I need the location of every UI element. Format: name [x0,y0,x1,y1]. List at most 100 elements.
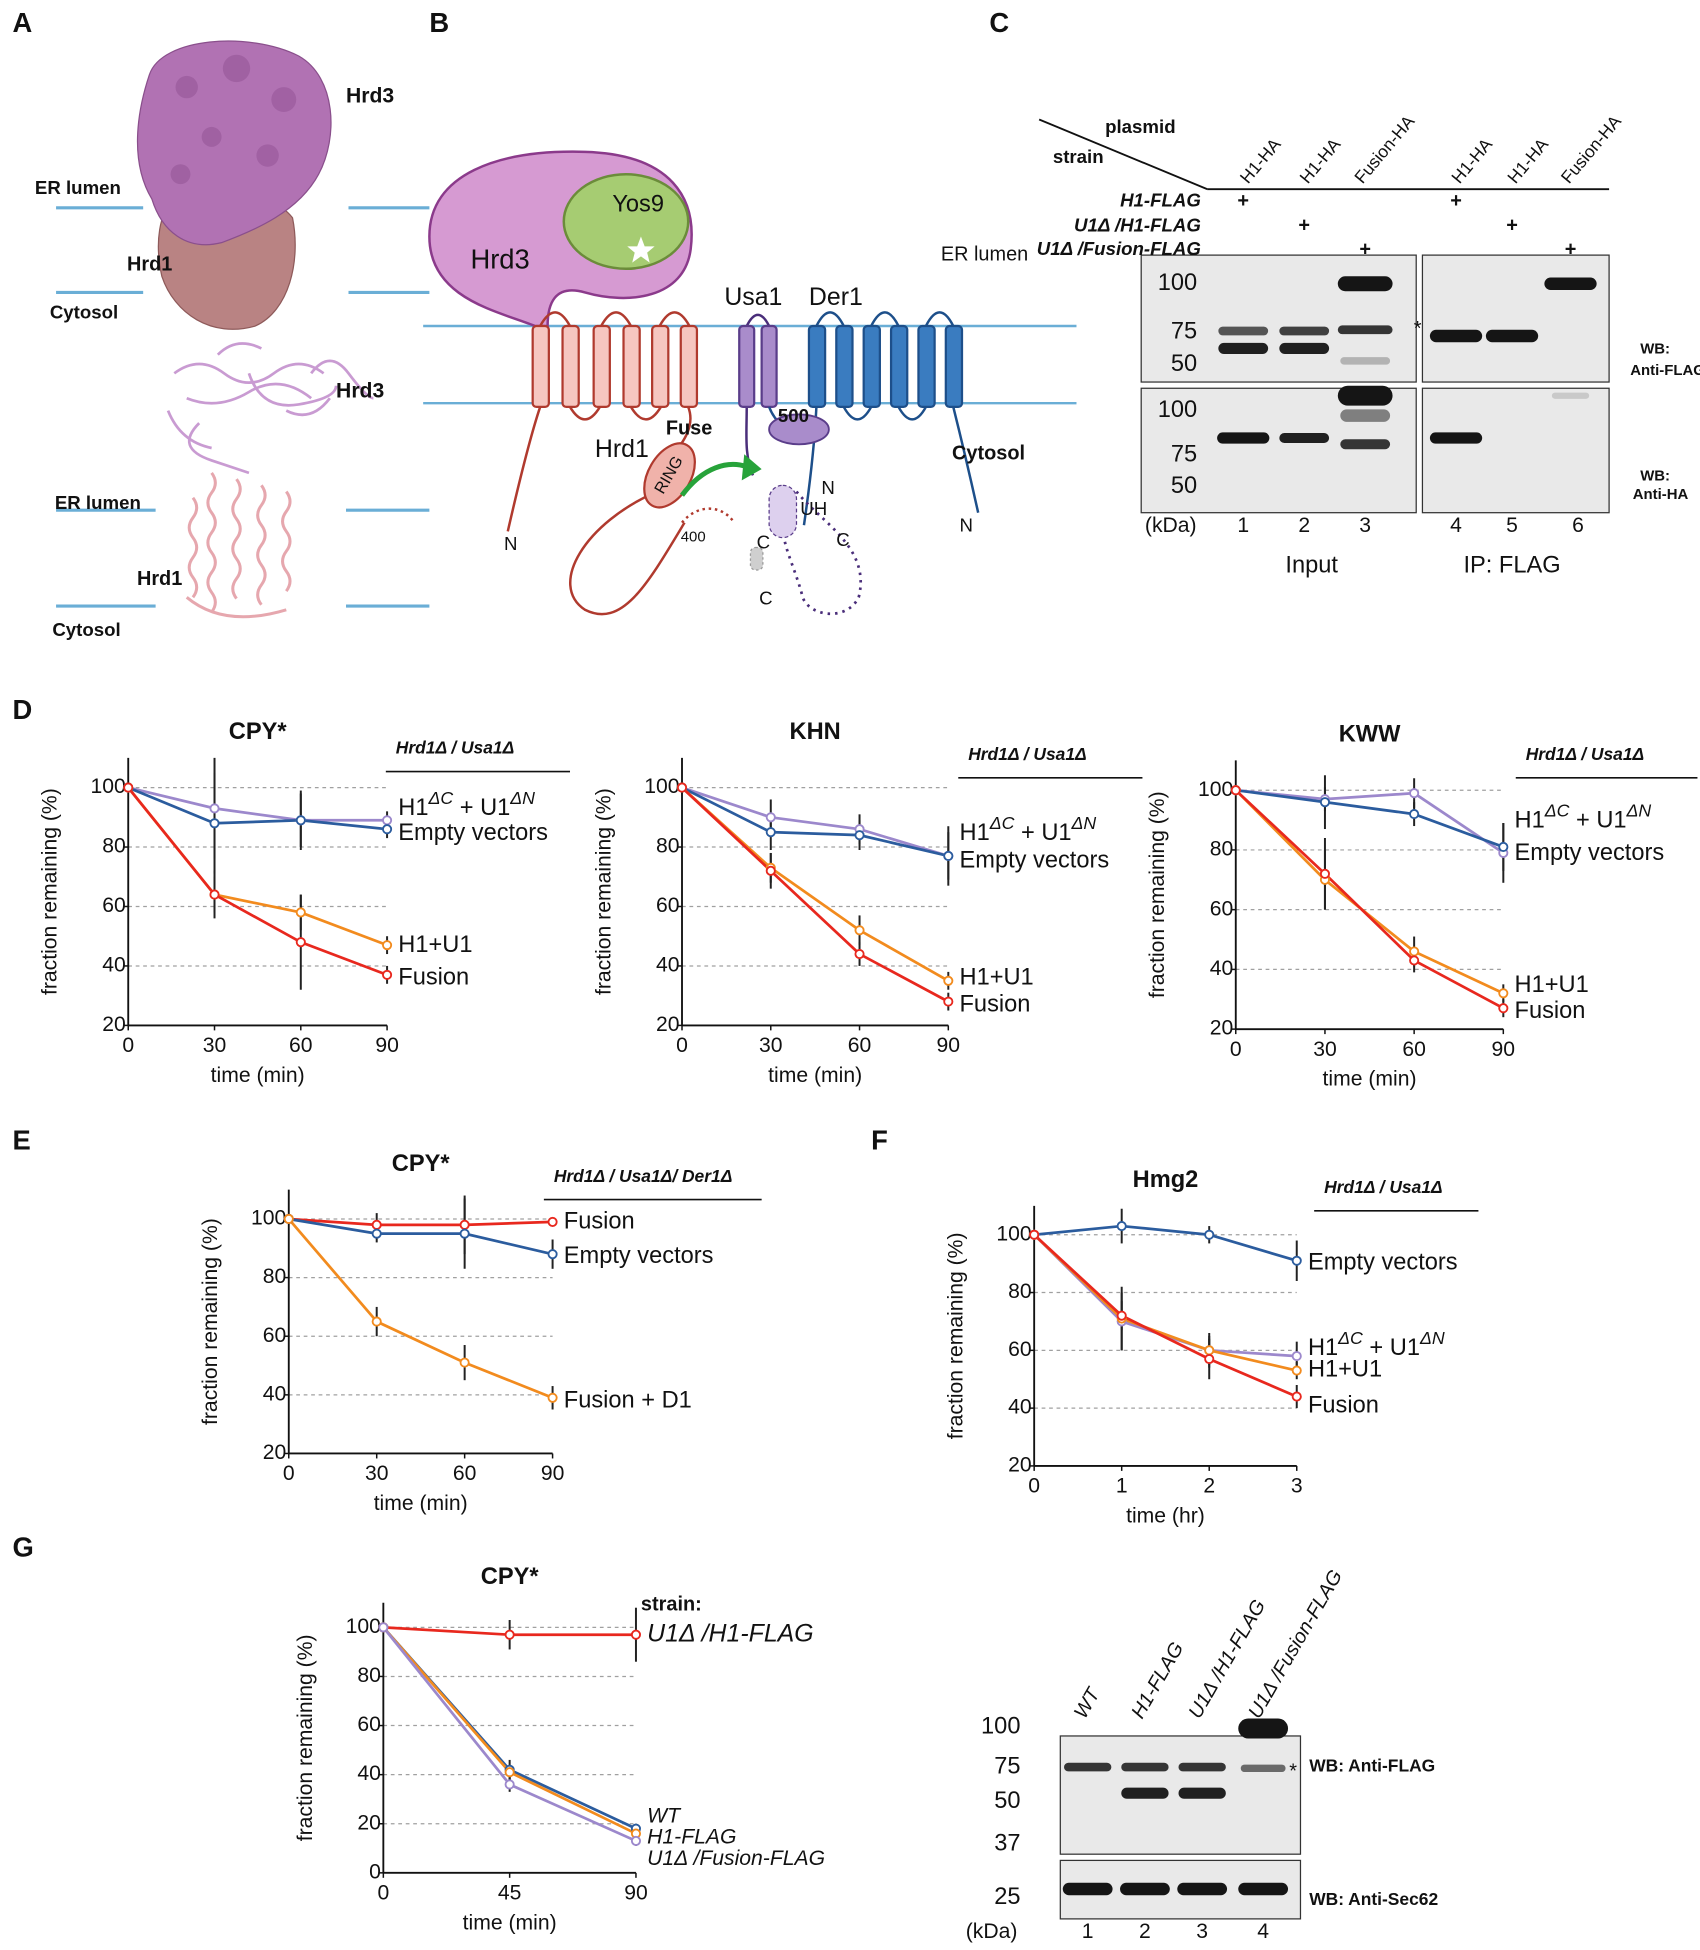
band [1340,439,1391,450]
series-label: H1+U1 [960,964,1034,990]
y-tick-label: 80 [1008,1280,1032,1303]
label-part: ΔN [1071,812,1097,832]
series-label: H1+U1 [1515,972,1589,998]
lane-number: 5 [1506,514,1518,537]
marker [630,1835,642,1846]
label: (kDa) [1145,514,1197,537]
y-tick-label: 60 [357,1713,381,1736]
fuse-arrowhead [741,454,762,481]
panel-a-art [56,40,430,619]
y-tick-label: 100 [251,1207,286,1230]
series-label: Fusion [1308,1392,1379,1418]
label-part: + U1 [453,795,510,821]
lane-number: 6 [1572,514,1584,537]
x-axis-label: time (min) [374,1492,468,1515]
x-tick-label: 90 [1492,1038,1516,1061]
x-axis-label: time (min) [1323,1068,1417,1091]
chart-title: KWW [1339,722,1401,748]
series-label: H1+U1 [1308,1356,1382,1382]
marker [371,1219,382,1230]
y-tick-label: 80 [102,835,126,858]
marker [459,1357,470,1368]
marker [1498,988,1509,999]
label: plasmid [1105,116,1176,137]
marker [1291,1391,1302,1402]
x-axis-label: time (min) [211,1064,305,1087]
label-part: H1 [1308,1335,1338,1361]
panel-c-art [1038,118,1610,1920]
mw-label: 37 [994,1830,1020,1856]
series-line [1033,1233,1298,1398]
label: UH [800,498,827,519]
panel-letter: C [989,7,1009,38]
series-line [287,1218,554,1400]
series-label: Fusion [960,992,1031,1018]
label-part: ΔC [1544,800,1570,820]
band [1429,329,1483,343]
marker [283,1213,294,1225]
marker [1409,788,1420,799]
marker [765,812,776,823]
label-part: H1 [960,820,990,846]
chart-title: CPY* [481,1564,540,1590]
chart-title: Hmg2 [1133,1167,1199,1193]
terminus-label: N [504,533,517,554]
marker [1291,1255,1302,1266]
series-line [1235,788,1504,849]
label: * [1414,318,1422,340]
marker [123,782,134,793]
band [1340,357,1391,365]
y-tick-label: 40 [1008,1396,1032,1419]
mw-label: 100 [1158,397,1197,423]
y-tick-label: 20 [1210,1017,1234,1040]
band [1178,1762,1226,1772]
wb-label: Anti-HA [1633,486,1689,503]
label: Fuse [666,418,712,440]
der1-helices [807,324,964,409]
series-label: H1ΔC + U1ΔN [1515,800,1652,834]
lane-number: 2 [1298,514,1310,537]
marker [1116,1221,1127,1232]
series-line [127,786,388,822]
mw-label: 50 [1171,351,1197,377]
panel-letter: B [429,7,449,38]
band [1064,1762,1112,1772]
band [1485,329,1539,343]
mw-label: 75 [994,1753,1020,1779]
label-part: + U1 [1569,808,1626,834]
marker [378,1622,389,1633]
y-tick-label: 60 [1008,1338,1032,1361]
marker [1409,946,1420,957]
lane-number: 3 [1196,1920,1208,1943]
marker [943,975,954,986]
strain-label: U1Δ /H1-FLAG [1074,214,1201,235]
y-tick-label: 100 [90,775,125,798]
x-axis-label: time (min) [768,1064,862,1087]
star [627,236,655,263]
y-tick-label: 40 [263,1382,287,1405]
x-tick-label: 2 [1203,1475,1215,1498]
usa1-helices [738,324,778,409]
band [1238,1718,1289,1739]
marker [854,830,865,841]
series-label: Fusion [398,964,469,990]
series-label: U1Δ /Fusion-FLAG [647,1847,825,1870]
series-line [1235,788,1505,855]
band [1218,342,1269,355]
hrd1-helices [531,324,699,409]
wb-label: WB: [1640,341,1670,358]
series-label: Fusion + D1 [564,1387,692,1413]
marker [1319,797,1330,808]
usa1-dotted [782,490,862,616]
series-label: Empty vectors [1308,1249,1458,1275]
band [1337,276,1393,292]
density-texture [170,54,297,185]
y-tick-label: 60 [263,1324,287,1347]
y-tick-label: 80 [656,835,680,858]
band [1240,1764,1286,1773]
y-tick-label: 40 [102,954,126,977]
marker [1319,868,1330,879]
label: Cytosol [50,302,118,323]
lane-number: 4 [1450,514,1462,537]
